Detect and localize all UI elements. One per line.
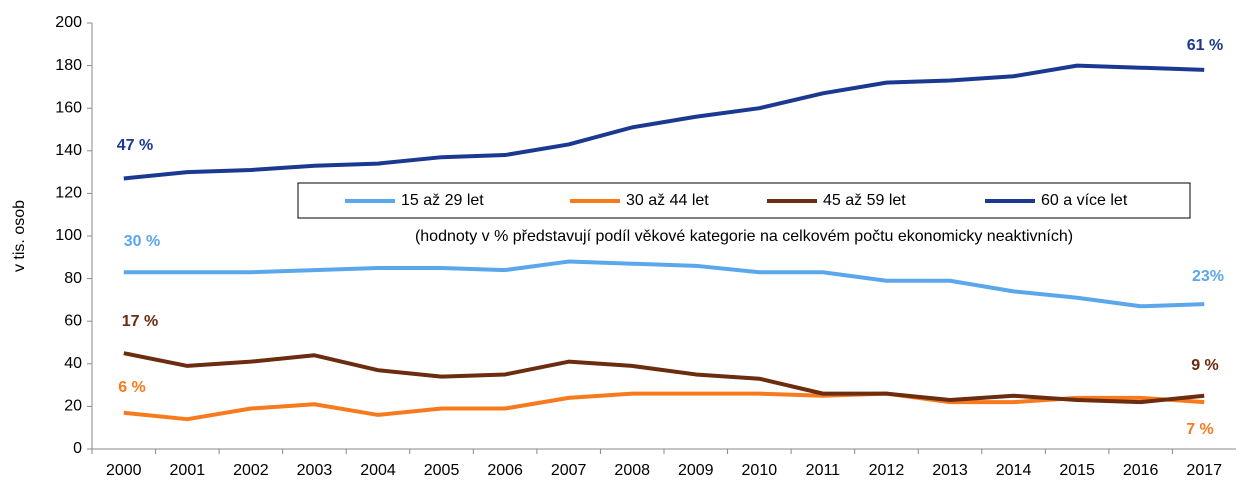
annotation: 7 % [1186,421,1214,438]
x-tick-label: 2012 [869,462,905,479]
x-tick-label: 2007 [551,462,587,479]
annotation: 61 % [1187,37,1223,54]
x-tick-label: 2001 [170,462,206,479]
annotation: 47 % [117,137,153,154]
y-tick-label: 180 [55,57,82,74]
x-tick-label: 2015 [1059,462,1095,479]
x-tick-label: 2016 [1123,462,1159,479]
y-tick-label: 200 [55,14,82,31]
annotation: 6 % [118,379,146,396]
x-tick-label: 2009 [678,462,714,479]
x-tick-label: 2006 [487,462,523,479]
y-tick-label: 120 [55,185,82,202]
y-tick-label: 40 [64,355,82,372]
annotation: 17 % [122,313,158,330]
y-tick-label: 20 [64,398,82,415]
y-tick-label: 100 [55,227,82,244]
x-tick-label: 2005 [424,462,460,479]
x-tick-label: 2000 [106,462,142,479]
x-tick-label: 2003 [297,462,333,479]
y-axis-label: v tis. osob [11,200,28,272]
series-line [123,391,1205,422]
y-tick-label: 60 [64,312,82,329]
annotation: 30 % [124,233,160,250]
annotation: 23% [1192,268,1224,285]
y-tick-label: 80 [64,270,82,287]
x-tick-label: 2002 [233,462,269,479]
x-tick-label: 2008 [614,462,650,479]
series-line [123,63,1205,181]
y-tick-label: 160 [55,99,82,116]
note: (hodnoty v % představují podíl věkové ka… [415,228,1073,245]
series-line [123,259,1205,309]
y-tick-label: 0 [73,440,82,457]
annotation: 9 % [1191,357,1219,374]
x-tick-label: 2004 [360,462,396,479]
legend-label: 15 až 29 let [401,192,484,209]
x-tick-label: 2014 [996,462,1032,479]
x-tick-label: 2010 [742,462,778,479]
y-tick-label: 140 [55,142,82,159]
legend-label: 45 až 59 let [823,192,906,209]
legend-box [297,182,1191,219]
x-tick-label: 2013 [932,462,968,479]
series-line [123,351,1205,405]
x-tick-label: 2017 [1186,462,1222,479]
legend-label: 60 a více let [1041,192,1128,209]
legend-label: 30 až 44 let [626,192,709,209]
x-tick-label: 2011 [806,462,841,479]
